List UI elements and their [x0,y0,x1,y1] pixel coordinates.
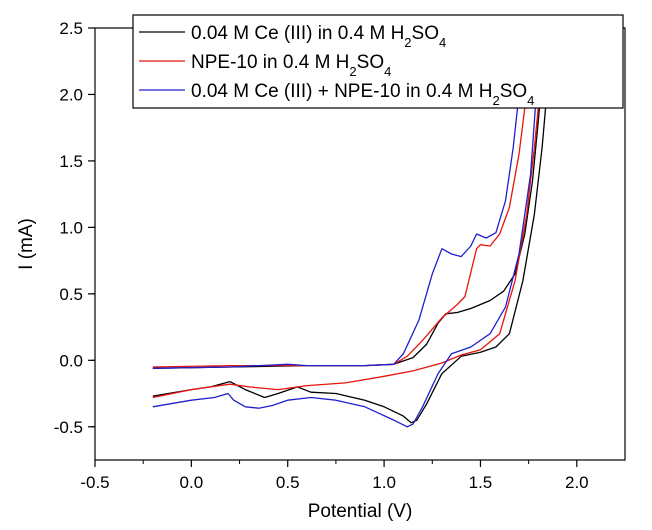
y-tick-label: 0.0 [59,351,83,370]
series-line-2 [152,28,548,399]
x-tick-label: -0.5 [80,473,109,492]
ticks-layer: -0.5 0.0 0.5 1.0 1.5 2.0 -0.5 0.0 0.5 1.0 1.5 2.0 2.… [54,19,589,492]
y-axis-label: I (mA) [16,218,37,270]
y-tick-label: 2.0 [59,85,83,104]
x-tick-label: 1.0 [372,473,396,492]
y-tick-label: 1.5 [59,152,83,171]
series-layer [152,28,554,428]
series-line-3 [152,28,542,428]
y-tick-label: 1.0 [59,218,83,237]
legend-entry-1: 0.04 M Ce (III) in 0.4 M H2SO4 [191,23,446,50]
legend-entry-2: NPE-10 in 0.4 M H2SO4 [191,52,391,79]
legend-box [132,14,624,109]
x-tick-label: 0.0 [180,473,204,492]
x-axis-label: Potential (V) [308,501,413,522]
x-tick-label: 1.5 [469,473,493,492]
y-tick-label: -0.5 [54,418,83,437]
legend-entry-3: 0.04 M Ce (III) + NPE-10 in 0.4 M H2SO4 [191,81,534,108]
x-tick-label: 2.0 [565,473,589,492]
x-tick-label: 0.5 [276,473,300,492]
y-tick-label: 2.5 [59,19,83,38]
y-tick-label: 0.5 [59,285,83,304]
